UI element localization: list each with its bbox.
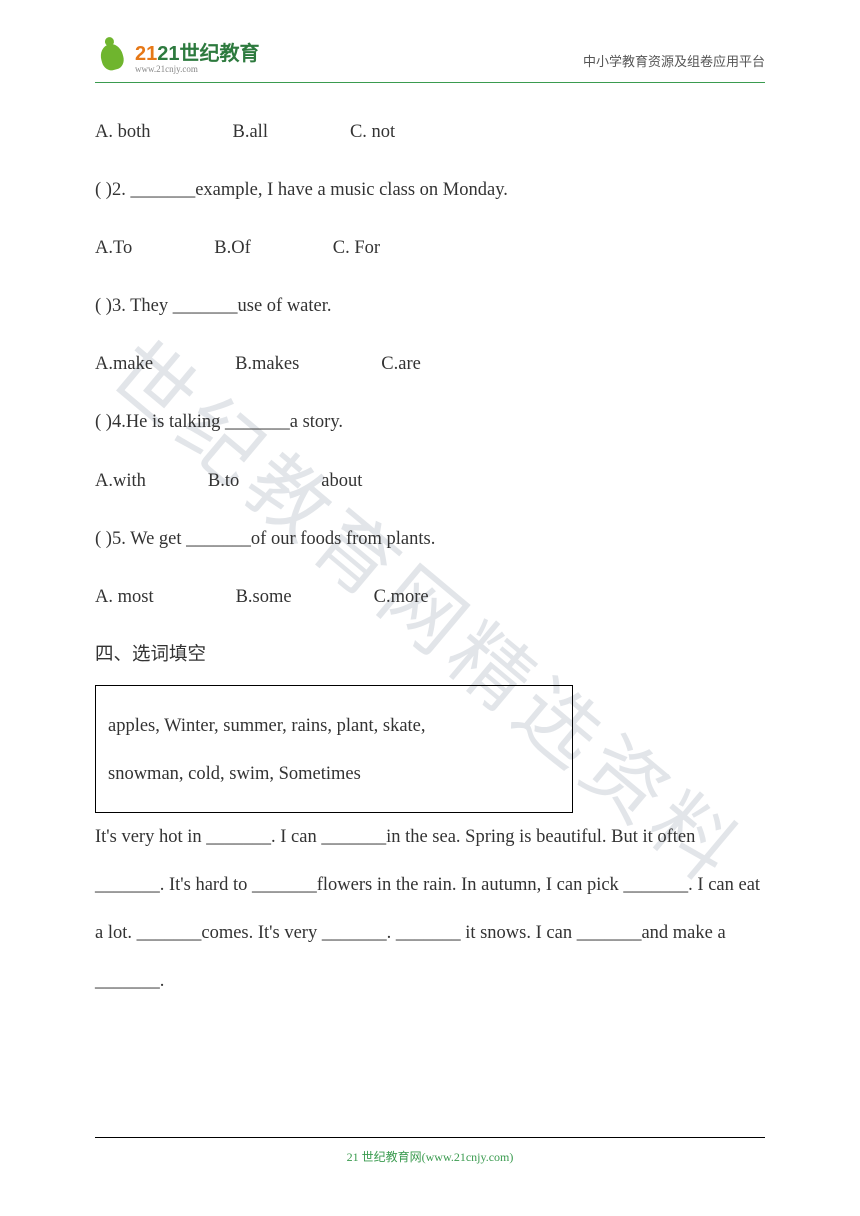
q1-opt-c: C. not <box>350 122 395 142</box>
q3-opt-b: B.makes <box>235 354 299 374</box>
q3-opt-c: C.are <box>381 354 421 374</box>
q1-opt-a: A. both <box>95 122 151 142</box>
q5-options: A. most B.some C.more <box>95 573 765 621</box>
logo-text-block: 2121世纪教育 www.21cnjy.com <box>135 44 260 76</box>
logo-main-text: 2121世纪教育 <box>135 44 260 64</box>
running-figure-icon <box>95 42 131 78</box>
word-bank-line2: snowman, cold, swim, Sometimes <box>108 750 560 798</box>
q5-opt-a: A. most <box>95 587 154 607</box>
q4-opt-c: about <box>321 471 362 491</box>
q2-opt-a: A.To <box>95 238 132 258</box>
q5-opt-c: C.more <box>374 587 429 607</box>
q4-opt-a: A.with <box>95 471 146 491</box>
q3-stem: ( )3. They _______use of water. <box>95 282 765 330</box>
q1-options: A. both B.all C. not <box>95 108 765 156</box>
logo-url: www.21cnjy.com <box>135 64 260 76</box>
document-content: A. both B.all C. not ( )2. _______example,… <box>95 108 765 1006</box>
q2-opt-c: C. For <box>333 238 380 258</box>
fill-passage: It's very hot in _______. I can _______i… <box>95 813 765 1005</box>
q2-options: A.To B.Of C. For <box>95 224 765 272</box>
section4-title: 四、选词填空 <box>95 631 765 679</box>
q2-stem: ( )2. _______example, I have a music cla… <box>95 166 765 214</box>
q3-opt-a: A.make <box>95 354 153 374</box>
header-subtitle: 中小学教育资源及组卷应用平台 <box>583 51 765 70</box>
q5-stem: ( )5. We get _______of our foods from pl… <box>95 515 765 563</box>
q4-stem: ( )4.He is talking _______a story. <box>95 398 765 446</box>
page-header: 2121世纪教育 www.21cnjy.com 中小学教育资源及组卷应用平台 <box>95 42 765 83</box>
word-bank-box: apples, Winter, summer, rains, plant, sk… <box>95 685 573 813</box>
q1-opt-b: B.all <box>233 122 268 142</box>
q3-options: A.make B.makes C.are <box>95 340 765 388</box>
q2-opt-b: B.Of <box>214 238 251 258</box>
q4-options: A.with B.to about <box>95 457 765 505</box>
q5-opt-b: B.some <box>236 587 292 607</box>
q4-opt-b: B.to <box>208 471 239 491</box>
word-bank-line1: apples, Winter, summer, rains, plant, sk… <box>108 702 560 750</box>
page-footer: 21 世纪教育网(www.21cnjy.com) <box>95 1137 765 1166</box>
footer-text: 21 世纪教育网(www.21cnjy.com) <box>347 1150 514 1164</box>
logo: 2121世纪教育 www.21cnjy.com <box>95 42 260 78</box>
